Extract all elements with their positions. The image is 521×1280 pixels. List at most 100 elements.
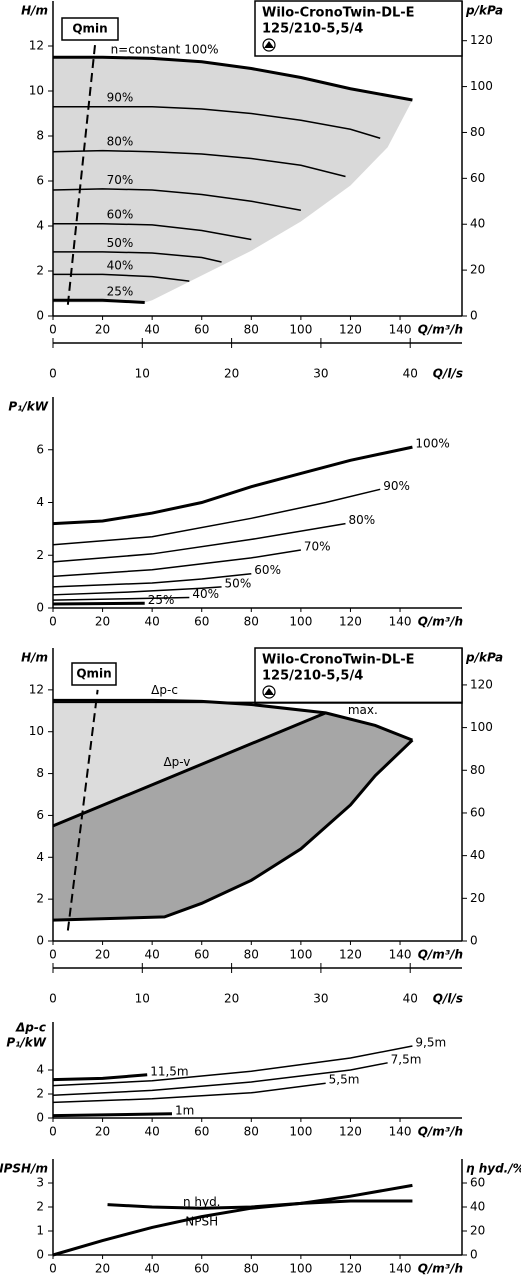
y-tick-label: 12: [29, 39, 44, 53]
y2-tick-label: 20: [470, 891, 485, 905]
x-tick-label: 60: [194, 948, 209, 962]
x2-tick-label: 10: [135, 992, 150, 1006]
x-tick-label: 60: [194, 1125, 209, 1139]
x-tick-label: 40: [145, 1262, 160, 1276]
y-tick-label: 3: [36, 1176, 44, 1190]
curve: [52, 1073, 148, 1082]
curve: [53, 55, 413, 102]
operating-area: [53, 57, 413, 303]
x-tick-label: 120: [339, 1262, 362, 1276]
y-tick-label: 6: [36, 174, 44, 188]
operating-area: [53, 712, 413, 921]
y2-tick-label: 20: [470, 1224, 485, 1238]
curve: [52, 601, 145, 606]
x-tick-label: 120: [339, 1125, 362, 1139]
y-tick-label: 2: [36, 1087, 44, 1101]
x-tick-label: 80: [244, 615, 259, 629]
title-box: [254, 647, 463, 704]
y-tick-label: 2: [36, 548, 44, 562]
curve-label: 60%: [107, 208, 134, 222]
curve: [52, 549, 301, 578]
curve-label: η hyd.: [183, 1195, 221, 1209]
y-axis-label: P₁/kW: [8, 400, 48, 414]
x2-tick-label: 40: [403, 992, 418, 1006]
y2-tick-label: 80: [470, 763, 485, 777]
x-tick-label: 140: [389, 615, 412, 629]
y-tick-label: 6: [36, 808, 44, 822]
curve: [52, 596, 190, 601]
x-tick-label: 20: [95, 1262, 110, 1276]
y2-tick-label: 120: [470, 33, 493, 47]
y-tick-label: 2: [36, 264, 44, 278]
y-tick-label: 8: [36, 129, 44, 143]
curve-label: 90%: [107, 90, 134, 104]
y-tick-label: 4: [36, 219, 44, 233]
x-tick-label: 60: [194, 323, 209, 337]
curve: [52, 445, 413, 526]
y2-tick-label: 40: [470, 848, 485, 862]
x-tick-label: 80: [244, 1125, 259, 1139]
x-tick-label: 100: [289, 1125, 312, 1139]
y-tick-label: 0: [36, 601, 44, 615]
y2-axis-label: η hyd./%: [466, 1162, 521, 1176]
y-tick-label: 4: [36, 495, 44, 509]
curve-label: 50%: [107, 236, 134, 250]
x-tick-label: 60: [194, 615, 209, 629]
x-tick-label: 100: [289, 1262, 312, 1276]
curve-label: max.: [348, 703, 378, 717]
y-axis-label: NPSH/m: [0, 1162, 48, 1176]
curve: [52, 572, 252, 588]
y2-axis-label: p/kPa: [465, 4, 503, 18]
curve-label: n=constant 100%: [111, 43, 219, 57]
x-tick-label: 20: [95, 948, 110, 962]
curve-label: 100%: [415, 437, 449, 451]
y-tick-label: 4: [36, 1063, 44, 1077]
y-tick-label: 12: [29, 682, 44, 696]
x-axis-label: Q/m³/h: [418, 1125, 463, 1139]
y2-tick-label: 100: [470, 79, 493, 93]
title: Wilo-CronoTwin-DL-E: [262, 6, 415, 21]
curve-label: 40%: [192, 587, 219, 601]
title: 125/210-5,5/4: [262, 22, 363, 37]
curve-label: 80%: [107, 135, 134, 149]
y-axis-label: Δp-c: [15, 1021, 46, 1035]
y-tick-label: 0: [36, 1111, 44, 1125]
qmin-label: Qmin: [76, 667, 111, 681]
y-tick-label: 0: [36, 934, 44, 948]
y2-tick-label: 80: [470, 125, 485, 139]
curve-label: 90%: [383, 479, 410, 493]
curve-label: Δp-v: [163, 755, 190, 769]
y-tick-label: 0: [36, 309, 44, 323]
x-tick-label: 0: [49, 1262, 57, 1276]
curve-label: 25%: [107, 285, 134, 299]
curve: [52, 188, 302, 211]
x-tick-label: 120: [339, 615, 362, 629]
curve-label: 40%: [107, 259, 134, 273]
curve: [52, 1082, 326, 1104]
qmin-label: Qmin: [72, 22, 107, 36]
y2-axis-label: p/kPa: [465, 651, 503, 665]
x-tick-label: 40: [145, 1125, 160, 1139]
x2-tick-label: 30: [313, 367, 328, 381]
x-tick-label: 40: [145, 948, 160, 962]
x-tick-label: 40: [145, 323, 160, 337]
x2-axis-label: Q/l/s: [433, 992, 463, 1006]
curve: [52, 488, 381, 546]
y-tick-label: 2: [36, 1200, 44, 1214]
y-tick-label: 2: [36, 892, 44, 906]
title: Wilo-CronoTwin-DL-E: [262, 653, 415, 668]
curve: [52, 1112, 173, 1118]
x-tick-label: 20: [95, 323, 110, 337]
qmin-line: [66, 689, 99, 931]
curve-label: 70%: [304, 539, 331, 553]
x2-axis-label: Q/l/s: [433, 367, 463, 381]
x2-tick-label: 10: [135, 367, 150, 381]
curve-label: 5,5m: [329, 1073, 360, 1087]
x-tick-label: 0: [49, 1125, 57, 1139]
x-tick-label: 80: [244, 1262, 259, 1276]
y2-tick-label: 0: [470, 1248, 478, 1262]
curve: [53, 698, 413, 742]
curve: [53, 106, 381, 139]
curve: [107, 1183, 413, 1210]
